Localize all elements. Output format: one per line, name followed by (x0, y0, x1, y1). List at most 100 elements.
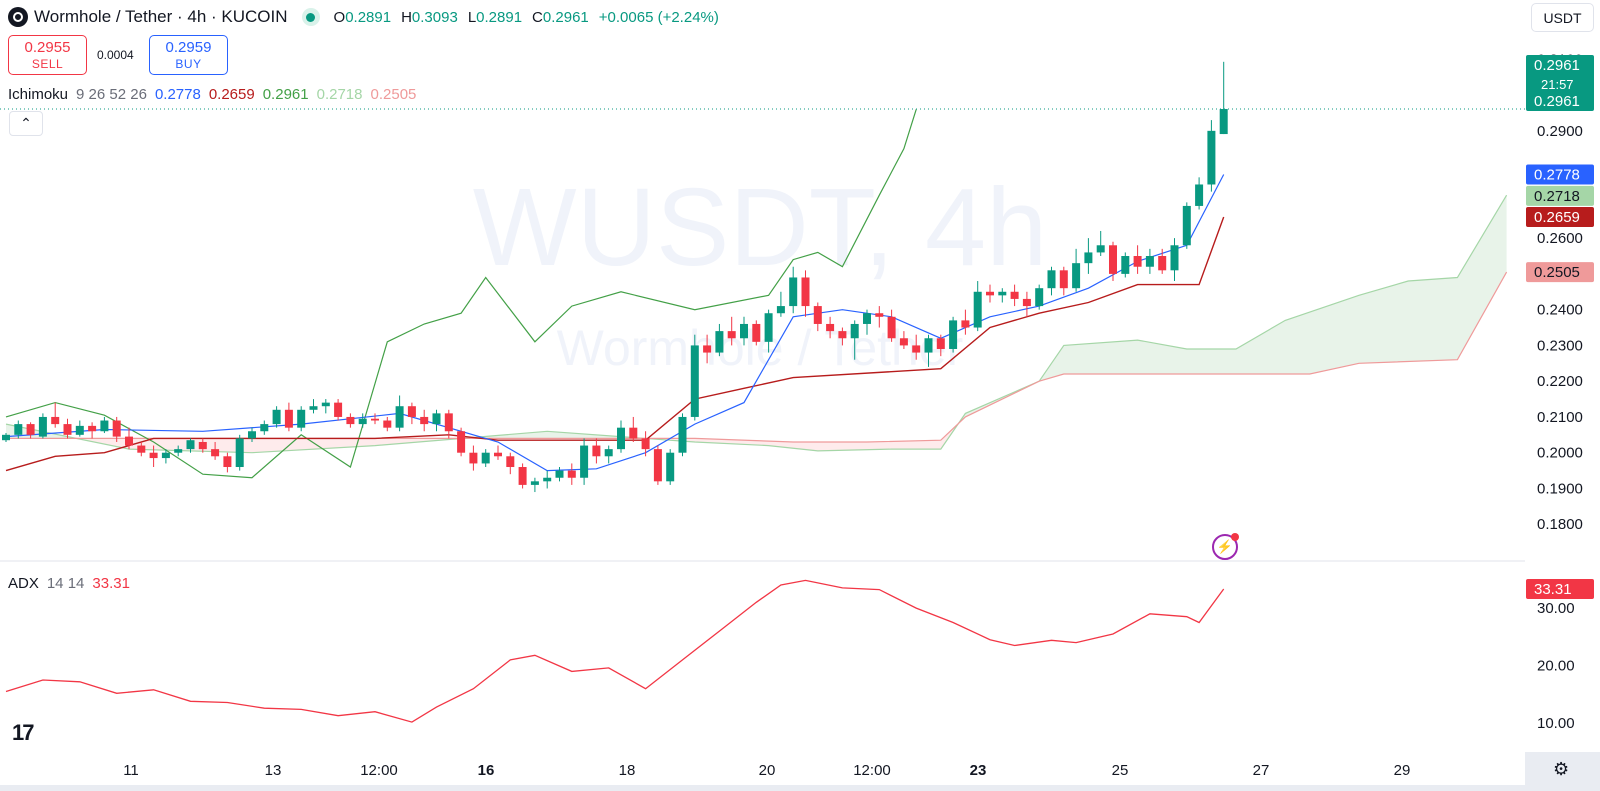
candle (530, 477, 539, 493)
symbol-header: Wormhole / Tether · 4h · KUCOIN O0.2891 … (8, 6, 719, 28)
candle-body (432, 413, 441, 425)
candle-body (567, 470, 576, 478)
candle-body (986, 291, 994, 296)
time-tick-label: 25 (1112, 762, 1129, 779)
candle-body (617, 427, 625, 450)
price-label-bg-base (1526, 207, 1594, 228)
candle (973, 281, 982, 332)
candle-body (297, 409, 306, 428)
ichimoku-name: Ichimoku (8, 86, 69, 103)
price-label-last-lower: 0.2961 (1534, 93, 1580, 110)
candle (604, 445, 613, 464)
candle (346, 413, 355, 428)
candle (432, 409, 441, 432)
lightning-icon[interactable]: ⚡ (1212, 533, 1239, 560)
candle (125, 427, 133, 450)
price-label-bg-span-a (1526, 185, 1594, 206)
candle-body (776, 306, 785, 314)
candle-body (137, 445, 146, 453)
spread-value: 0.0004 (97, 48, 134, 62)
candle (112, 416, 121, 442)
adx-tick-label: 20.00 (1537, 658, 1575, 675)
candle-body (38, 416, 47, 437)
candle-body (863, 313, 871, 324)
currency-selector[interactable]: USDT (1531, 3, 1594, 32)
gear-icon[interactable]: ⚙ (1553, 759, 1570, 779)
candle-body (592, 445, 601, 457)
candle (924, 334, 933, 367)
price-tick-label: 0.1800 (1537, 516, 1583, 533)
price-tick-label: 0.1900 (1537, 480, 1583, 497)
candle (1035, 284, 1044, 310)
candle-body (690, 345, 699, 417)
collapse-legend-button[interactable]: ⌃ (9, 111, 43, 136)
candle-body (1195, 184, 1204, 206)
candle (186, 438, 195, 453)
candle (211, 441, 220, 460)
candle-body (703, 345, 712, 353)
candle-body (850, 323, 859, 339)
candle (592, 438, 601, 464)
buy-label: BUY (175, 57, 202, 71)
tradingview-logo-icon[interactable]: 17 (12, 720, 35, 745)
price-label-span-b: 0.2505 (1534, 264, 1580, 281)
price-tick-label: 0.2600 (1537, 230, 1583, 247)
buy-button[interactable]: 0.2959 BUY (149, 35, 228, 75)
candle (506, 452, 515, 475)
sell-label: SELL (31, 57, 64, 71)
candle-body (125, 436, 133, 446)
candle-body (801, 277, 810, 307)
ichimoku-lagging-value: 0.2961 (262, 86, 309, 103)
candle-body (481, 452, 490, 464)
price-label-base: 0.2659 (1534, 209, 1580, 226)
candle-body (51, 416, 60, 425)
candle (88, 422, 97, 439)
candle-body (1207, 130, 1216, 185)
ichimoku-params: 9 26 52 26 (76, 86, 147, 103)
candle-body (469, 452, 478, 464)
candle-body (1022, 298, 1031, 307)
candle (1084, 238, 1093, 274)
candle-body (272, 409, 281, 425)
price-label-span-a: 0.2718 (1534, 188, 1580, 205)
ichimoku-base-value: 0.2659 (208, 86, 255, 103)
candle (1096, 230, 1105, 257)
candle (358, 413, 367, 428)
candle-body (936, 338, 945, 349)
candle (1010, 284, 1019, 307)
candle (629, 416, 638, 442)
ichimoku-legend[interactable]: Ichimoku 9 26 52 26 0.2778 0.2659 0.2961… (8, 86, 416, 103)
candle-body (789, 277, 798, 307)
time-tick-label: 27 (1253, 762, 1270, 779)
sell-button[interactable]: 0.2955 SELL (8, 35, 87, 75)
price-label-bg-conversion (1526, 164, 1594, 185)
candle-body (1059, 270, 1068, 289)
price-tick-label: 0.2900 (1537, 123, 1583, 140)
candle (555, 467, 564, 482)
candle (297, 406, 306, 432)
candle-body (186, 440, 195, 450)
candle-body (494, 452, 502, 457)
candle-body (457, 431, 466, 453)
candle (678, 413, 687, 457)
symbol-title[interactable]: Wormhole / Tether · 4h · KUCOIN (34, 7, 288, 26)
adx-tick-label: 10.00 (1537, 715, 1575, 732)
adx-legend[interactable]: ADX 14 14 33.31 (8, 575, 130, 592)
candle-body (764, 313, 773, 342)
candle-body (420, 416, 429, 425)
candle (75, 420, 84, 437)
candle (666, 449, 675, 485)
candle (248, 427, 256, 442)
candle (51, 402, 60, 428)
candle-body (1072, 263, 1081, 289)
candle (826, 316, 835, 339)
candle-body (407, 406, 416, 417)
candle (1072, 248, 1081, 292)
candle-body (14, 424, 23, 435)
price-tick-label: 0.2100 (1537, 409, 1583, 426)
candle-body (506, 456, 515, 468)
candle-body (112, 420, 121, 437)
candle-body (321, 402, 330, 407)
candle-body (629, 427, 638, 439)
